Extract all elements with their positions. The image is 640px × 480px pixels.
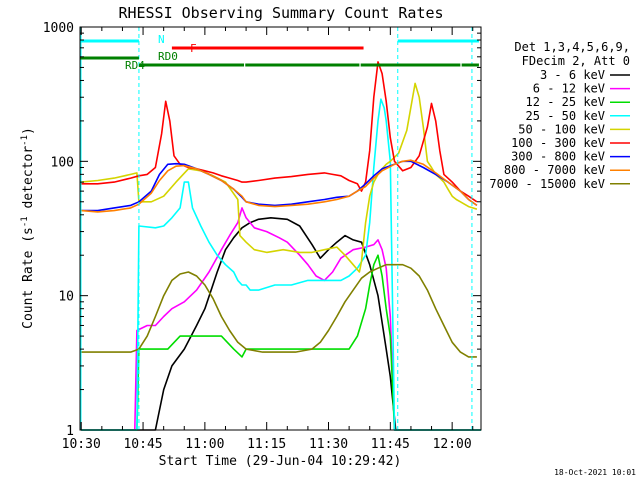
- timestamp: 18-Oct-2021 10:01: [554, 468, 636, 477]
- y-axis-label-exponent-2: -1: [20, 135, 30, 146]
- status-bar-layer: [80, 39, 479, 67]
- x-tick-label: 10:45: [123, 437, 162, 452]
- x-tick-label: 11:00: [185, 437, 224, 452]
- legend-label: 50 - 100 keV: [518, 122, 605, 136]
- legend-label: 800 - 7000 keV: [504, 163, 605, 177]
- series-line-100-300-kev: [81, 61, 478, 203]
- x-tick-label: 10:30: [62, 437, 101, 452]
- y-axis-label-prefix: Count Rate (s: [21, 227, 36, 329]
- series-line-25-50-kev: [81, 98, 481, 431]
- x-tick-label: 11:15: [247, 437, 286, 452]
- series-layer: [81, 61, 481, 431]
- f-label: F: [190, 42, 197, 55]
- x-tick-label: 11:30: [309, 437, 348, 452]
- y-tick-label: 10: [58, 290, 74, 305]
- legend-label: 12 - 25 keV: [526, 95, 605, 109]
- orbit-marker-layer: [80, 27, 473, 430]
- legend-label: 300 - 800 keV: [511, 150, 605, 164]
- y-axis-label: Count Rate (s-1 detector-1): [20, 127, 36, 329]
- legend-label: 100 - 300 keV: [511, 136, 605, 150]
- series-line-800-7000-kev: [81, 159, 478, 213]
- legend-label: 6 - 12 keV: [533, 82, 605, 96]
- series-line-7000-15000-kev: [81, 263, 477, 358]
- x-tick-label: 12:00: [433, 437, 472, 452]
- series-line-50-100-kev: [81, 82, 478, 273]
- x-tick-label: 11:45: [371, 437, 410, 452]
- legend-header-line-1: Det 1,3,4,5,6,9,: [514, 40, 630, 54]
- legend: Det 1,3,4,5,6,9, FDecim 2, Att 0 3 - 6 k…: [489, 40, 630, 191]
- series-line-3-6-kev: [81, 217, 481, 431]
- y-axis-label-exponent: -1: [20, 216, 30, 227]
- legend-header-line-2: FDecim 2, Att 0: [522, 54, 630, 68]
- series-line-12-25-kev: [81, 254, 481, 431]
- rd0-label: RD0: [158, 50, 178, 63]
- y-axis-label-unit: detector: [21, 146, 36, 217]
- y-tick-label: 100: [51, 155, 74, 170]
- chart-title: RHESSI Observing Summary Count Rates: [118, 4, 443, 22]
- series-line-6-12-kev: [81, 207, 481, 431]
- series-line-300-800-kev: [81, 160, 478, 212]
- legend-label: 3 - 6 keV: [540, 68, 605, 82]
- n-label: N: [158, 33, 165, 46]
- legend-label: 25 - 50 keV: [526, 109, 605, 123]
- y-tick-label: 1000: [43, 21, 74, 36]
- legend-label: 7000 - 15000 keV: [489, 177, 605, 191]
- rd4-label: RD4: [125, 59, 145, 72]
- y-axis-label-close: ): [21, 127, 36, 135]
- y-tick-label: 1: [66, 424, 74, 439]
- plot-frame: [79, 26, 482, 431]
- x-axis-label: Start Time (29-Jun-04 10:29:42): [159, 454, 402, 469]
- axis-layer: 10:30 10:45 11:00 11:15 11:30 11:45 12:00 1 10 10…: [43, 21, 481, 452]
